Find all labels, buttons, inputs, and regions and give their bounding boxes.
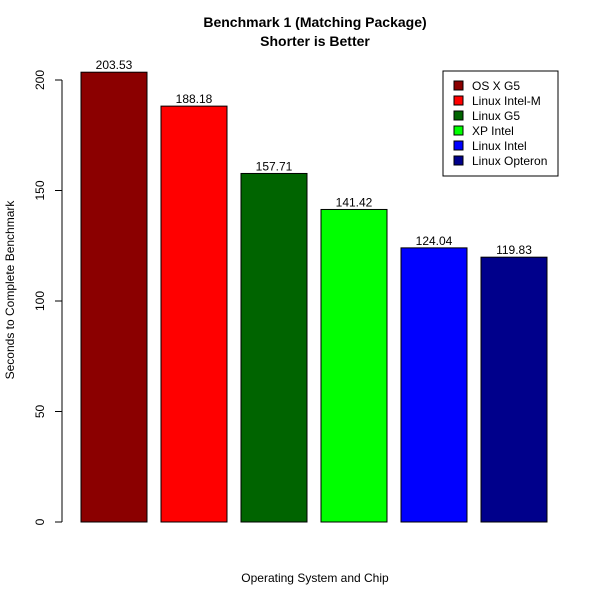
bar [400, 247, 468, 523]
bar [240, 172, 308, 523]
y-tick-label: 150 [33, 180, 47, 200]
legend-swatch [453, 155, 464, 166]
legend-swatch [453, 110, 464, 121]
bar-value-label: 141.42 [336, 195, 373, 209]
value-labels: 203.53 188.18 157.71 141.42 124.04 119.83 [96, 58, 533, 257]
bar [80, 71, 148, 523]
bar [160, 105, 228, 523]
legend-swatch [453, 125, 464, 136]
legend-label: Linux Opteron [472, 154, 547, 168]
y-axis-label: Seconds to Complete Benchmark [3, 200, 17, 380]
chart-title: Benchmark 1 (Matching Package) [203, 14, 426, 30]
legend-label: Linux Intel [472, 139, 527, 153]
bar-value-label: 119.83 [496, 243, 532, 257]
bars [80, 71, 548, 523]
y-tick-label: 100 [33, 291, 47, 311]
legend-label: XP Intel [472, 124, 514, 138]
bar-value-label: 188.18 [176, 92, 213, 106]
bar-value-label: 203.53 [96, 58, 133, 72]
bar-value-label: 124.04 [416, 234, 453, 248]
y-tick-label: 0 [33, 518, 47, 525]
legend-label: Linux Intel-M [472, 94, 541, 108]
bar [320, 208, 388, 523]
chart-subtitle: Shorter is Better [260, 33, 370, 49]
bar-value-label: 157.71 [256, 159, 293, 173]
y-axis: 0 50 100 150 200 [33, 70, 63, 525]
legend-swatch [453, 80, 464, 91]
legend-label: OS X G5 [472, 79, 520, 93]
legend-label: Linux G5 [472, 109, 520, 123]
x-axis-label: Operating System and Chip [241, 571, 389, 585]
legend-swatch [453, 140, 464, 151]
y-tick-label: 200 [33, 70, 47, 90]
y-tick-label: 50 [33, 405, 47, 419]
bar [480, 256, 548, 523]
legend-swatch [453, 95, 464, 106]
